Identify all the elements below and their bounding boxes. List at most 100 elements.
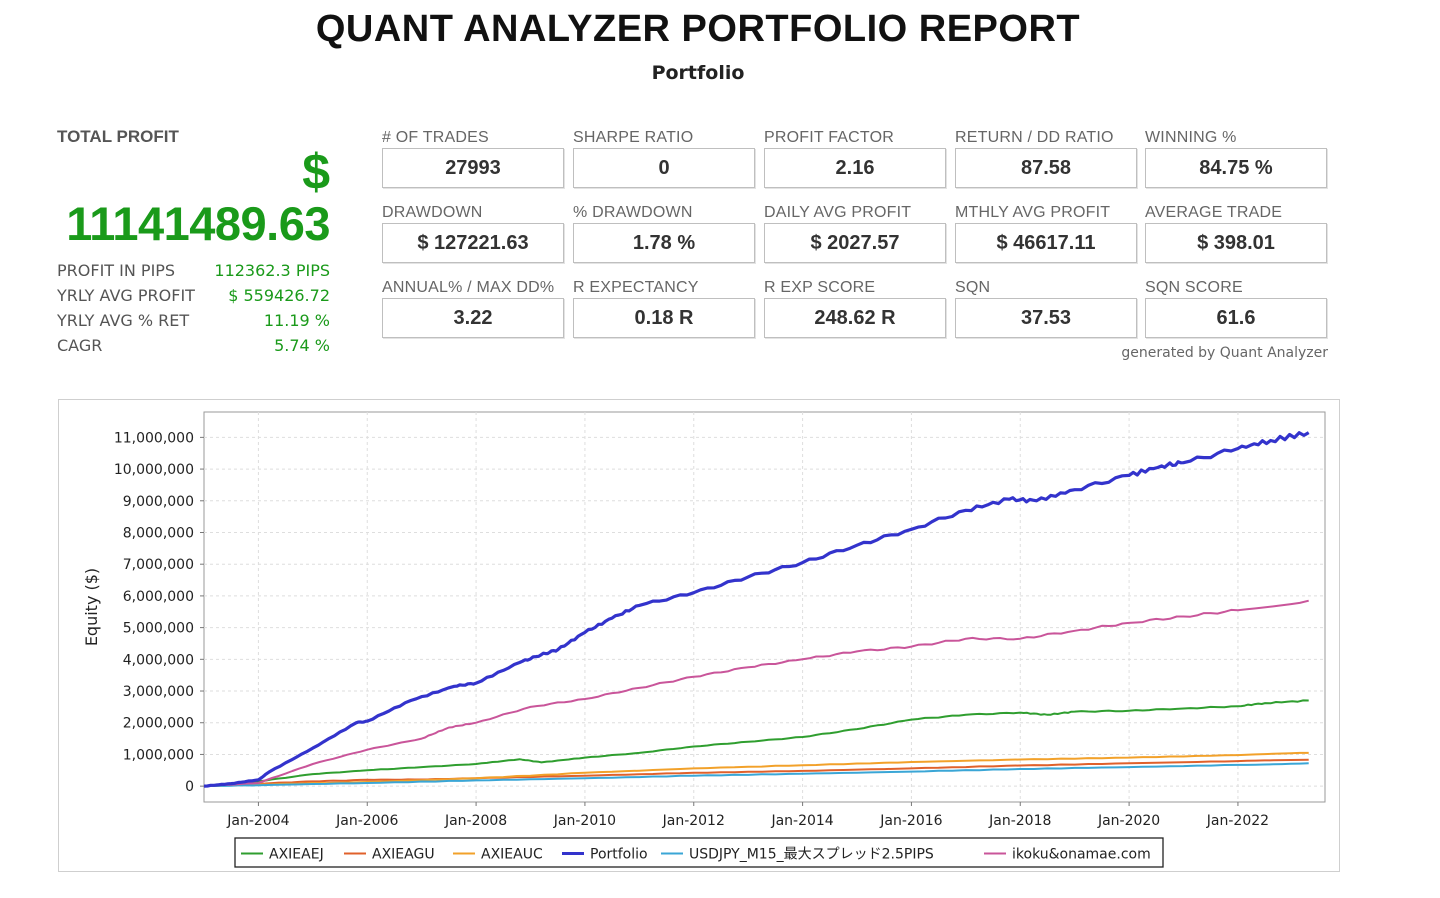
series-line (203, 762, 1309, 788)
stat-label: CAGR (57, 336, 103, 355)
metric-pct-drawdown: % DRAWDOWN 1.78 % (573, 203, 755, 263)
metric-value: 2.16 (764, 148, 946, 188)
metric-winning-pct: WINNING % 84.75 % (1145, 128, 1327, 188)
metric-label: MTHLY AVG PROFIT (955, 204, 1111, 221)
y-tick-label: 0 (185, 779, 194, 795)
stat-profit-in-pips: PROFIT IN PIPS 112362.3 PIPS (57, 261, 330, 285)
metric-value: 37.53 (955, 298, 1137, 338)
metric-r-exp-score: R EXP SCORE 248.62 R (764, 278, 946, 338)
stat-label: YRLY AVG % RET (57, 311, 190, 330)
metric-sqn: SQN 37.53 (955, 278, 1137, 338)
stat-cagr: CAGR 5.74 % (57, 336, 330, 360)
metric-sqn-score: SQN SCORE 61.6 (1145, 278, 1327, 338)
series-line (203, 599, 1309, 788)
x-tick-label: Jan-2020 (1097, 813, 1160, 829)
legend-label: USDJPY_M15_最大スプレッド2.5PIPS (689, 847, 934, 863)
x-tick-label: Jan-2008 (444, 813, 507, 829)
y-tick-label: 4,000,000 (123, 652, 194, 668)
x-tick-label: Jan-2006 (335, 813, 398, 829)
metric-annual-max-dd: ANNUAL% / MAX DD% 3.22 (382, 278, 564, 338)
metric-value: $ 398.01 (1145, 223, 1327, 263)
metric-value: 87.58 (955, 148, 1137, 188)
metric-trades: # OF TRADES 27993 (382, 128, 564, 188)
metric-value: 1.78 % (573, 223, 755, 263)
x-tick-label: Jan-2018 (988, 813, 1051, 829)
metric-label: PROFIT FACTOR (764, 129, 895, 146)
y-tick-label: 7,000,000 (123, 557, 194, 573)
y-tick-label: 6,000,000 (123, 589, 194, 605)
metric-daily-avg-profit: DAILY AVG PROFIT $ 2027.57 (764, 203, 946, 263)
metric-r-expectancy: R EXPECTANCY 0.18 R (573, 278, 755, 338)
x-tick-label: Jan-2022 (1206, 813, 1269, 829)
y-tick-label: 2,000,000 (123, 716, 194, 732)
legend-label: AXIEAUC (481, 847, 543, 863)
metric-value: 27993 (382, 148, 564, 188)
metric-value: 0 (573, 148, 755, 188)
metric-value: 3.22 (382, 298, 564, 338)
x-tick-label: Jan-2012 (662, 813, 725, 829)
stat-label: YRLY AVG PROFIT (57, 286, 195, 305)
metric-return-dd-ratio: RETURN / DD RATIO 87.58 (955, 128, 1137, 188)
metric-sharpe-ratio: SHARPE RATIO 0 (573, 128, 755, 188)
report-subtitle: Portfolio (651, 62, 745, 84)
metric-label: R EXPECTANCY (573, 279, 699, 296)
metric-value: 248.62 R (764, 298, 946, 338)
x-tick-label: Jan-2016 (879, 813, 942, 829)
legend-label: ikoku&onamae.com (1012, 847, 1151, 863)
legend-label: Portfolio (590, 847, 648, 863)
stat-value: $ 559426.72 (228, 286, 330, 305)
total-profit-label: TOTAL PROFIT (57, 127, 179, 146)
stat-label: PROFIT IN PIPS (57, 261, 176, 280)
metric-value: $ 2027.57 (764, 223, 946, 263)
metric-label: R EXP SCORE (764, 279, 876, 296)
report-title: QUANT ANALYZER PORTFOLIO REPORT (315, 8, 1081, 50)
y-tick-label: 10,000,000 (114, 462, 194, 478)
legend-label: AXIEAEJ (269, 847, 324, 863)
metric-value: $ 46617.11 (955, 223, 1137, 263)
metric-label: SHARPE RATIO (573, 129, 694, 146)
metric-label: SQN SCORE (1145, 279, 1243, 296)
metric-label: DRAWDOWN (382, 204, 483, 221)
metric-label: % DRAWDOWN (573, 204, 693, 221)
metric-drawdown: DRAWDOWN $ 127221.63 (382, 203, 564, 263)
stat-value: 11.19 % (263, 311, 330, 330)
stat-yrly-avg-ret: YRLY AVG % RET 11.19 % (57, 311, 330, 335)
metric-profit-factor: PROFIT FACTOR 2.16 (764, 128, 946, 188)
total-profit-currency: $ (302, 144, 330, 200)
metric-label: AVERAGE TRADE (1145, 204, 1283, 221)
metric-mthly-avg-profit: MTHLY AVG PROFIT $ 46617.11 (955, 203, 1137, 263)
metric-label: DAILY AVG PROFIT (764, 204, 912, 221)
y-tick-label: 5,000,000 (123, 621, 194, 637)
series-line (203, 758, 1309, 788)
series-line (203, 431, 1310, 788)
stat-yrly-avg-profit: YRLY AVG PROFIT $ 559426.72 (57, 286, 330, 310)
metric-value: 61.6 (1145, 298, 1327, 338)
series-line (203, 699, 1309, 788)
x-tick-label: Jan-2014 (770, 813, 833, 829)
y-tick-label: 8,000,000 (123, 525, 194, 541)
total-profit-value: 11141489.63 (66, 197, 330, 250)
y-tick-label: 1,000,000 (123, 747, 194, 763)
metric-value: $ 127221.63 (382, 223, 564, 263)
x-tick-label: Jan-2004 (226, 813, 289, 829)
metric-value: 0.18 R (573, 298, 755, 338)
metric-value: 84.75 % (1145, 148, 1327, 188)
y-tick-label: 11,000,000 (114, 430, 194, 446)
metric-label: SQN (955, 279, 991, 296)
metric-average-trade: AVERAGE TRADE $ 398.01 (1145, 203, 1327, 263)
stat-value: 5.74 % (274, 336, 330, 355)
metric-label: WINNING % (1145, 129, 1237, 146)
x-tick-label: Jan-2010 (553, 813, 616, 829)
metric-label: ANNUAL% / MAX DD% (382, 279, 555, 296)
y-axis-label: Equity ($) (82, 568, 101, 646)
stat-value: 112362.3 PIPS (214, 261, 330, 280)
generated-by-note: generated by Quant Analyzer (1121, 345, 1328, 361)
y-tick-label: 9,000,000 (123, 494, 194, 510)
metric-label: RETURN / DD RATIO (955, 129, 1114, 146)
plot-area (203, 411, 1326, 803)
y-tick-label: 3,000,000 (123, 684, 194, 700)
metric-label: # OF TRADES (382, 129, 489, 146)
legend (234, 837, 1164, 868)
legend-label: AXIEAGU (372, 847, 435, 863)
